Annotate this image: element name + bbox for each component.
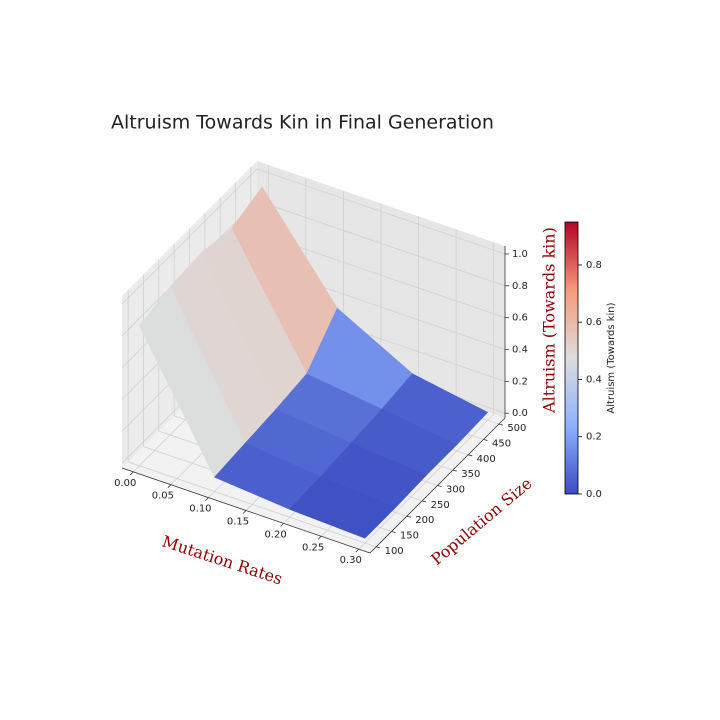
- tick-mark: [205, 497, 209, 501]
- x-tick-label: 0.30: [340, 555, 362, 566]
- grid-line: [256, 200, 506, 287]
- tick-mark: [376, 546, 381, 549]
- x-tick-label: 0.15: [227, 517, 249, 528]
- colorbar-label: Altruism (Towards kin): [606, 302, 617, 413]
- colorbar-tick-label: 0.8: [586, 260, 602, 271]
- tick-mark: [498, 423, 503, 426]
- x-tick-label: 0.25: [302, 542, 324, 553]
- y-tick-label: 150: [400, 531, 419, 542]
- z-tick-label: 0.8: [512, 281, 528, 292]
- x-tick-label: 0.10: [189, 504, 211, 515]
- z-tick-label: 1.0: [512, 249, 528, 260]
- tick-mark: [391, 531, 396, 533]
- y-tick-label: 300: [446, 485, 465, 496]
- x-tick-label: 0.05: [152, 491, 174, 502]
- y-tick-label: 250: [431, 500, 450, 511]
- tick-mark: [167, 484, 172, 489]
- tick-mark: [437, 485, 442, 487]
- y-tick-label: 100: [385, 546, 404, 557]
- y-tick-label: 400: [477, 454, 496, 465]
- z-tick-label: 0.0: [512, 408, 528, 419]
- x-tick-label: 0.00: [114, 478, 136, 489]
- z-axis-label: Altruism (Towards kin): [540, 227, 559, 414]
- y-axis-label: Population Size: [427, 474, 535, 569]
- tick-mark: [129, 471, 134, 476]
- tick-mark: [422, 500, 427, 503]
- z-tick-label: 0.6: [512, 313, 528, 324]
- surface: [139, 186, 489, 539]
- colorbar-tick-label: 0.6: [586, 317, 602, 328]
- colorbar-tick-label: 0.4: [586, 374, 602, 385]
- colorbar: [564, 221, 579, 495]
- axis-line: [369, 417, 506, 554]
- grid-line: [128, 461, 377, 548]
- colorbar-tick-label: 0.0: [586, 489, 602, 500]
- axes: 0.00 0.05 0.10 0.15 0.20 0.25 0.30 100 150 200 250…: [114, 246, 602, 566]
- tick-mark: [468, 454, 473, 457]
- tick-mark: [242, 510, 247, 514]
- tick-mark: [355, 548, 360, 553]
- surface-patch: [289, 476, 397, 539]
- axis-line: [121, 467, 371, 554]
- y-tick-label: 450: [492, 438, 511, 449]
- tick-mark: [280, 523, 284, 527]
- y-tick-label: 200: [415, 515, 434, 526]
- y-tick-label: 500: [507, 423, 526, 434]
- z-tick-label: 0.2: [512, 376, 528, 387]
- grid-line: [256, 168, 506, 255]
- tick-mark: [483, 439, 488, 441]
- tick-mark: [452, 469, 457, 472]
- tick-mark: [406, 515, 411, 518]
- chart-title: Altruism Towards Kin in Final Generation: [111, 112, 494, 134]
- x-tick-label: 0.20: [264, 529, 286, 540]
- y-tick-label: 350: [461, 469, 480, 480]
- colorbar-tick-label: 0.2: [586, 432, 602, 443]
- tick-mark: [317, 535, 322, 540]
- grid-line: [121, 168, 258, 305]
- z-tick-label: 0.4: [512, 345, 528, 356]
